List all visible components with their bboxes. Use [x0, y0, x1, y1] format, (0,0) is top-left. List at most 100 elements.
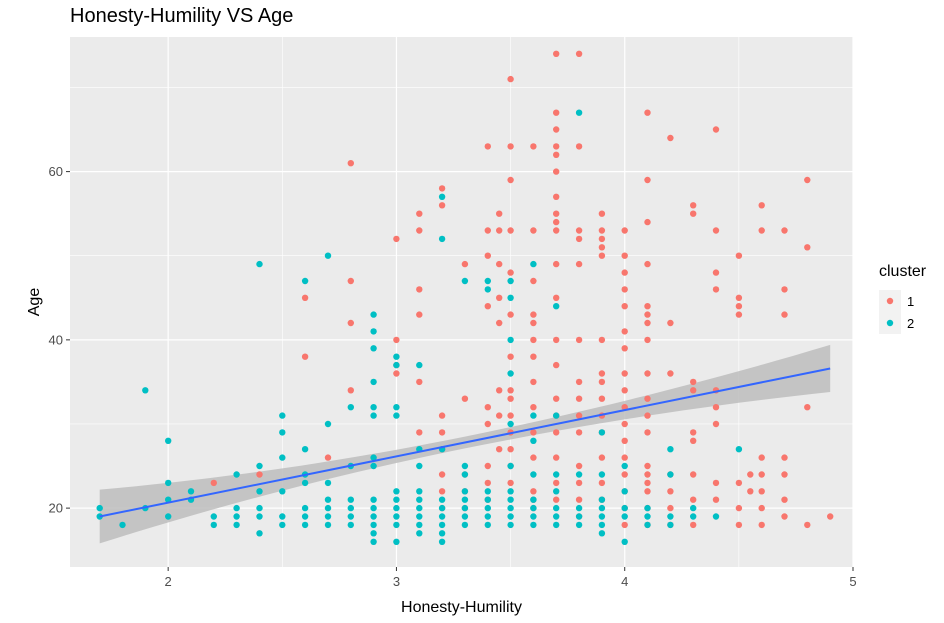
data-point-cluster-2	[279, 521, 286, 529]
data-point-cluster-1	[416, 311, 423, 318]
data-point-cluster-2	[301, 277, 309, 285]
data-point-cluster-1	[621, 370, 628, 377]
data-point-cluster-2	[461, 513, 469, 520]
data-point-cluster-1	[416, 429, 423, 436]
data-point-cluster-2	[279, 513, 286, 520]
panel-background	[70, 37, 853, 567]
data-point-cluster-1	[712, 269, 720, 276]
data-point-cluster-1	[712, 420, 720, 428]
data-point-cluster-1	[621, 345, 628, 352]
data-point-cluster-1	[781, 311, 788, 318]
data-point-cluster-2	[393, 521, 400, 529]
data-point-cluster-1	[416, 378, 423, 386]
data-point-cluster-2	[96, 504, 103, 512]
data-point-cluster-1	[530, 336, 537, 344]
data-point-cluster-1	[804, 176, 811, 184]
data-point-cluster-1	[644, 303, 651, 310]
data-point-cluster-2	[507, 488, 514, 495]
data-point-cluster-2	[416, 521, 423, 529]
data-point-cluster-2	[553, 504, 560, 512]
data-point-cluster-2	[370, 328, 377, 335]
data-point-cluster-1	[667, 370, 674, 377]
data-point-cluster-1	[553, 294, 560, 301]
data-point-cluster-1	[507, 311, 514, 318]
data-point-cluster-2	[461, 277, 469, 285]
data-point-cluster-2	[621, 504, 628, 512]
data-point-cluster-1	[644, 311, 651, 318]
data-point-cluster-1	[827, 513, 834, 520]
data-point-cluster-2	[416, 496, 423, 503]
data-point-cluster-2	[575, 521, 583, 529]
data-point-cluster-2	[621, 462, 628, 470]
data-point-cluster-2	[644, 504, 651, 512]
data-point-cluster-2	[553, 513, 560, 520]
data-point-cluster-1	[667, 488, 674, 495]
data-point-cluster-2	[484, 513, 491, 520]
data-point-cluster-1	[553, 143, 560, 150]
data-point-cluster-1	[553, 260, 560, 268]
data-point-cluster-1	[496, 210, 503, 217]
data-point-cluster-2	[370, 530, 377, 537]
data-point-cluster-2	[393, 504, 400, 512]
trend-line	[99, 367, 831, 518]
data-point-cluster-1	[690, 387, 697, 394]
data-point-cluster-2	[165, 513, 172, 520]
data-point-cluster-2	[530, 260, 537, 268]
data-point-cluster-1	[575, 496, 583, 503]
data-point-cluster-1	[553, 429, 560, 436]
data-point-cluster-1	[621, 420, 628, 428]
data-point-cluster-1	[438, 471, 446, 478]
data-point-cluster-1	[496, 260, 503, 268]
data-point-cluster-1	[598, 244, 606, 251]
data-point-cluster-1	[553, 227, 560, 234]
data-point-cluster-2	[598, 513, 606, 520]
data-point-cluster-1	[484, 420, 491, 428]
data-point-cluster-2	[347, 504, 354, 512]
chart-title: Honesty-Humility VS Age	[70, 5, 294, 27]
data-point-cluster-2	[416, 530, 423, 537]
x-tick-label: 2	[165, 574, 172, 589]
data-point-cluster-2	[393, 361, 400, 369]
data-point-cluster-2	[461, 488, 469, 495]
data-point-cluster-2	[347, 496, 354, 503]
data-point-cluster-1	[575, 378, 583, 386]
y-tick-label: 40	[49, 332, 63, 347]
legend: cluster 1 2	[879, 263, 927, 334]
data-point-cluster-1	[712, 404, 720, 411]
legend-label-1: 1	[907, 294, 914, 309]
data-point-cluster-1	[484, 462, 491, 470]
data-point-cluster-2	[484, 504, 491, 512]
data-point-cluster-2	[461, 504, 469, 512]
data-point-cluster-1	[712, 126, 720, 133]
data-point-cluster-1	[621, 303, 628, 310]
data-point-cluster-1	[667, 504, 674, 512]
data-point-cluster-1	[758, 202, 765, 209]
data-point-cluster-2	[301, 504, 309, 512]
data-point-cluster-1	[735, 303, 743, 310]
data-point-cluster-1	[575, 235, 583, 243]
data-point-cluster-2	[165, 437, 172, 444]
data-point-cluster-1	[758, 454, 765, 461]
data-point-cluster-2	[279, 429, 286, 436]
data-point-cluster-1	[621, 471, 628, 478]
data-point-cluster-1	[496, 387, 503, 394]
data-point-cluster-1	[598, 454, 606, 461]
data-point-cluster-1	[598, 370, 606, 377]
data-point-cluster-2	[553, 488, 560, 495]
data-point-cluster-2	[598, 521, 606, 529]
data-point-cluster-1	[667, 134, 674, 142]
data-point-cluster-2	[553, 412, 560, 419]
data-point-cluster-1	[347, 387, 354, 394]
data-point-cluster-2	[393, 496, 400, 503]
data-point-cluster-1	[324, 454, 332, 461]
data-point-cluster-2	[279, 454, 286, 461]
data-point-cluster-2	[530, 412, 537, 419]
data-point-cluster-1	[712, 227, 720, 234]
data-point-cluster-2	[598, 504, 606, 512]
data-point-cluster-1	[690, 437, 697, 444]
data-point-cluster-1	[621, 252, 628, 259]
data-point-cluster-2	[438, 513, 446, 520]
data-point-cluster-2	[575, 109, 583, 116]
data-point-cluster-2	[370, 538, 377, 545]
